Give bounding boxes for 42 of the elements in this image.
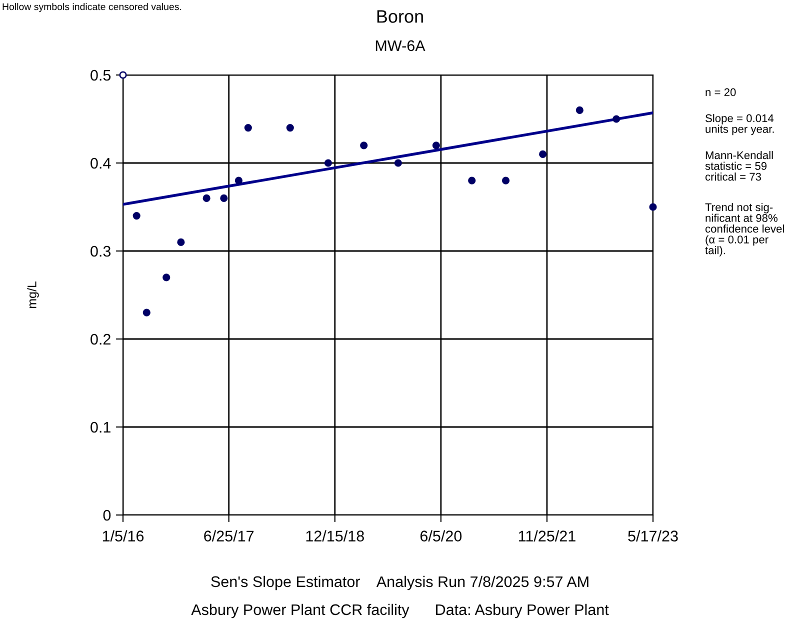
y-axis-title: mg/L <box>27 282 39 308</box>
point <box>286 124 294 132</box>
point <box>142 308 150 316</box>
point <box>220 194 228 202</box>
chart-title: Boron <box>377 10 423 23</box>
text: n = 20 <box>706 88 736 96</box>
x-tick-label: 11/25/21 <box>518 530 576 542</box>
point <box>202 194 210 202</box>
point <box>360 142 368 150</box>
point <box>612 115 620 123</box>
x-tick-label: 1/5/16 <box>102 530 144 542</box>
point <box>324 159 332 167</box>
x-tick-label: 6/5/20 <box>420 530 462 542</box>
y-tick-label: 0.2 <box>90 334 110 345</box>
text: Slope = 0.014 units per year. <box>706 114 774 136</box>
point <box>394 159 402 167</box>
point <box>177 238 185 246</box>
point <box>432 142 440 150</box>
y-tick-label: 0.3 <box>90 246 111 257</box>
text: Mann-Kendall statistic = 59 critical = 73 <box>705 151 773 181</box>
text: Trend not sig- nificant at 98% confidence level (α = 0.01 per tail). <box>705 203 784 256</box>
text: Sen's Slope Estimator Analysis Run 7/8/2025 9:57 AM <box>211 576 588 590</box>
y-tick-label: 0.5 <box>90 70 111 81</box>
y-tick-label: 0 <box>103 510 111 521</box>
point <box>576 106 584 114</box>
point <box>539 150 547 158</box>
text: Asbury Power Plant CCR facility Data: Asbury Power Plant <box>191 604 609 618</box>
x-tick-label: 6/25/17 <box>204 530 254 542</box>
point <box>502 176 510 184</box>
point <box>649 203 657 211</box>
y-tick-label: 0.1 <box>90 422 110 433</box>
point <box>244 124 252 132</box>
point <box>162 274 170 282</box>
text: Hollow symbols indicate censored values. <box>2 3 182 12</box>
chart-subtitle: MW-6A <box>376 40 426 52</box>
point <box>234 176 242 184</box>
x-tick-label: 12/15/18 <box>306 530 364 542</box>
point <box>119 71 127 79</box>
point <box>132 212 140 220</box>
y-tick-label: 0.4 <box>90 158 111 169</box>
x-tick-label: 5/17/23 <box>628 530 678 542</box>
point <box>468 176 476 184</box>
